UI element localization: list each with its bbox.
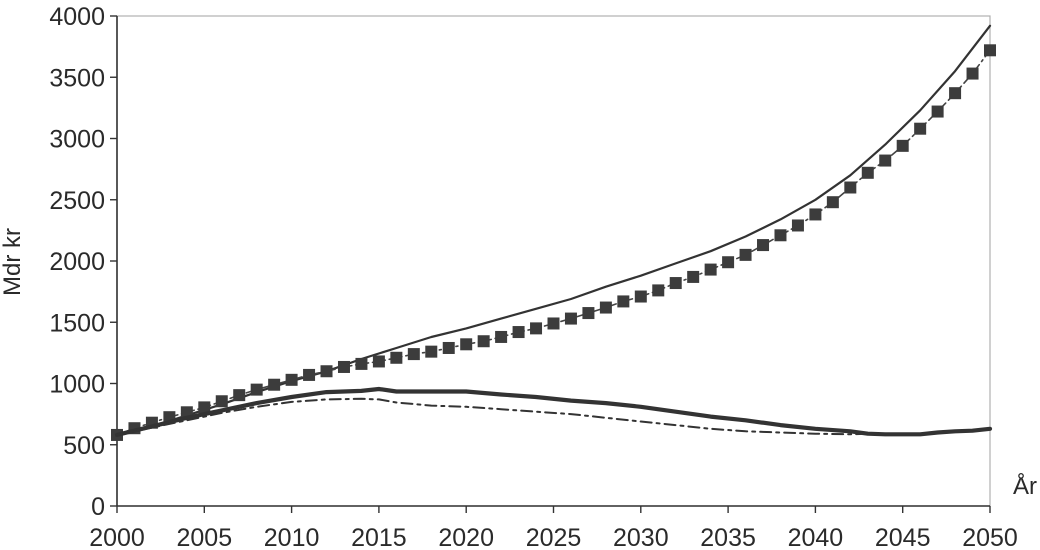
series-marker	[215, 395, 228, 408]
series-marker	[530, 322, 543, 335]
series-marker	[826, 196, 839, 209]
x-tick-label: 2035	[700, 524, 756, 550]
series-marker	[477, 335, 490, 348]
x-tick-label: 2005	[176, 524, 232, 550]
series-marker	[355, 357, 368, 370]
series-marker	[425, 345, 438, 358]
series-marker	[704, 263, 717, 276]
series-marker	[285, 373, 298, 386]
series-marker	[914, 122, 927, 135]
series-marker	[984, 44, 996, 57]
y-tick-label: 4000	[49, 3, 105, 31]
series-marker	[791, 219, 804, 232]
series-marker	[739, 248, 752, 261]
y-tick-label: 2500	[49, 187, 105, 215]
x-tick-label: 2000	[89, 524, 145, 550]
x-tick-label: 2050	[962, 524, 1018, 550]
series-marker	[896, 139, 909, 152]
series-marker	[268, 378, 281, 391]
series-marker	[757, 239, 770, 252]
y-tick-label: 1000	[49, 371, 105, 399]
series-line-1	[115, 24, 992, 436]
series-marker	[547, 317, 560, 330]
series-marker	[669, 277, 682, 290]
series-marker	[442, 341, 455, 354]
x-tick-label: 2040	[788, 524, 844, 550]
series-marker	[372, 355, 385, 368]
y-tick-label: 2000	[49, 248, 105, 276]
series-marker	[722, 256, 735, 269]
series-marker	[233, 389, 246, 402]
x-tick-label: 2010	[264, 524, 320, 550]
series-marker	[599, 301, 612, 314]
x-tick-label: 2025	[526, 524, 582, 550]
series-marker	[512, 326, 525, 339]
series-marker	[809, 208, 822, 221]
series-marker	[495, 330, 508, 343]
y-tick-label: 1500	[49, 309, 105, 337]
series-marker	[250, 383, 263, 396]
series-line-4	[116, 397, 869, 436]
series-marker	[931, 105, 944, 118]
series-marker	[687, 270, 700, 283]
x-tick-label: 2020	[438, 524, 494, 550]
x-axis-ticks: 2000 2005 2010 2015 2020 2025 2030 2035 2040 2045…	[89, 506, 1018, 550]
x-tick-label: 2015	[351, 524, 407, 550]
x-axis-title: År	[1013, 472, 1037, 500]
series-marker	[337, 360, 350, 373]
series-marker	[949, 87, 962, 100]
y-axis-ticks: 0 500 1000 1500 2000 2500 3000 3500 4000	[49, 3, 117, 521]
series-marker	[966, 67, 979, 80]
series-marker	[460, 338, 473, 351]
y-tick-label: 3000	[49, 126, 105, 154]
y-axis-title: Mdr kr	[0, 228, 26, 296]
series-marker	[634, 290, 647, 303]
series-marker	[320, 365, 333, 378]
series-marker	[303, 368, 316, 381]
series-marker	[844, 181, 857, 194]
series-marker	[617, 295, 630, 308]
series-marker	[861, 166, 874, 179]
series-marker	[407, 348, 420, 361]
series-marker	[390, 351, 403, 364]
y-tick-label: 500	[63, 432, 105, 460]
series-line-3	[114, 386, 993, 437]
x-tick-label: 2030	[613, 524, 669, 550]
y-tick-label: 0	[91, 493, 105, 521]
x-tick-label: 2045	[875, 524, 931, 550]
series-marker	[774, 229, 787, 242]
y-tick-label: 3500	[49, 64, 105, 92]
series-marker	[652, 284, 665, 297]
series-marker	[564, 312, 577, 325]
series-line-2	[116, 49, 991, 436]
series-layer	[111, 24, 996, 441]
series-marker	[198, 401, 211, 414]
series-marker	[879, 154, 892, 167]
series-marker	[582, 307, 595, 320]
